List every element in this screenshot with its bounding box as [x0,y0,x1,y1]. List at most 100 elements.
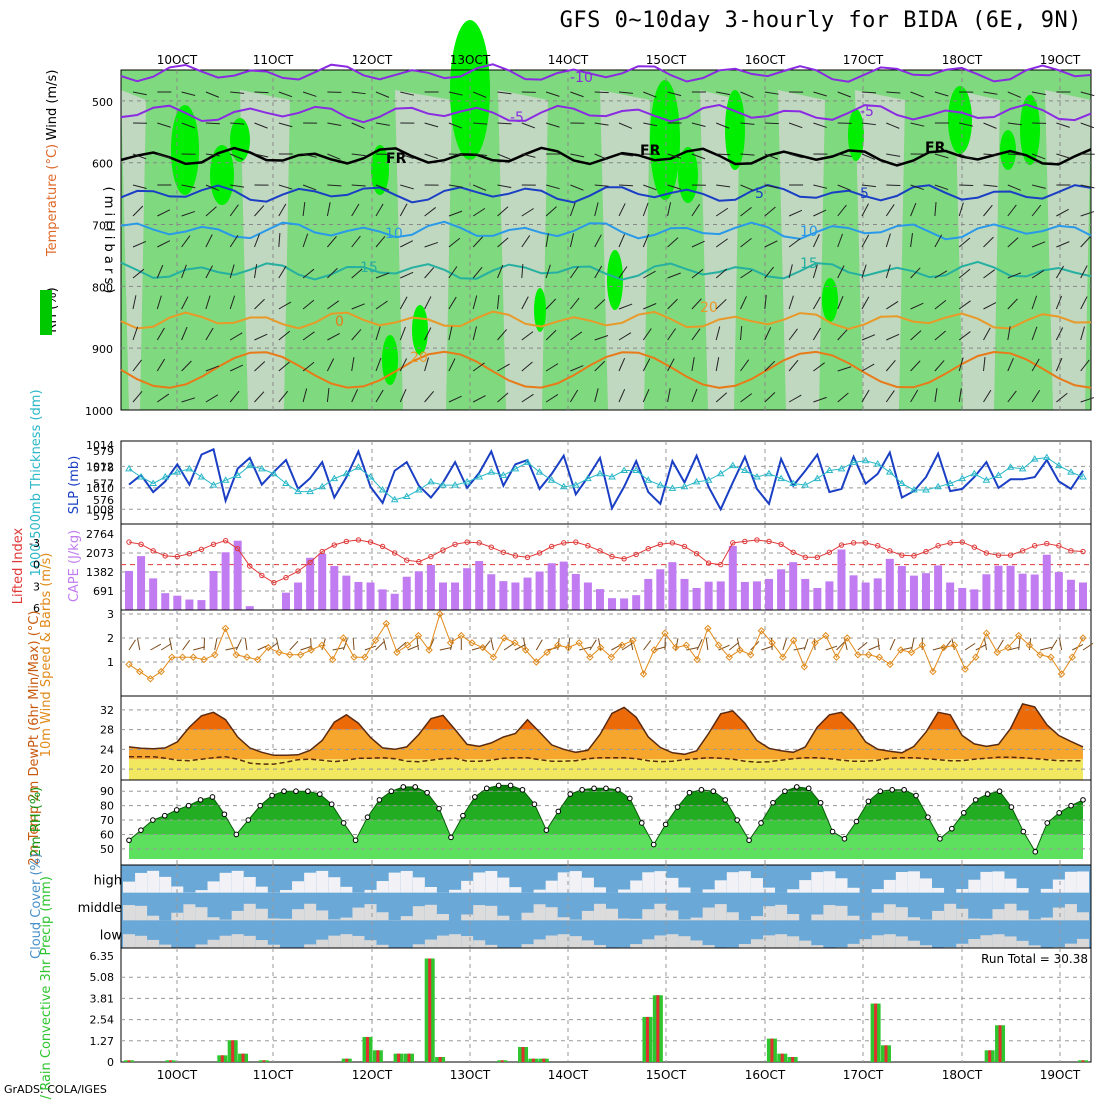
cape-bar [233,540,242,610]
wind-barb [545,206,557,217]
wind-barb [910,267,921,279]
li-point [440,547,446,553]
thickness-point [644,476,653,483]
thickness-point [245,461,254,469]
wind-barb [132,295,137,310]
cloud-middle-cell [135,905,148,921]
wind-speed-point [714,641,723,649]
cape-bar [149,578,158,610]
li-point [198,546,205,553]
wind-barb [473,91,487,98]
rh-point [173,807,180,813]
wind-speed-point [586,653,594,661]
wind-barb [594,91,609,94]
wind-barb [448,266,458,279]
wind-barb [594,234,602,248]
wind-speed-point [125,660,133,669]
wind-speed-point [736,646,744,654]
wind-barb [740,237,752,248]
wind-barb [327,122,342,126]
cape-bar [1042,554,1051,610]
wind-speed-point [725,653,733,661]
wind-speed-point [907,648,916,657]
wind-barb [1056,208,1069,217]
thickness-y-tick: 579 [93,445,114,458]
rh-point [567,791,574,797]
cloud-low-cell [485,944,498,948]
wind-barb [205,265,213,279]
thickness-point [499,471,508,478]
thickness-point [873,460,882,467]
wind-barb [205,365,220,372]
li-y-tick: 3 [33,580,40,593]
cloud-high-cell [461,880,474,893]
wind-barb [1032,91,1046,96]
cloud-middle-cell [944,903,957,921]
wind-barb [1031,204,1042,217]
rh-point [161,812,168,819]
cloud-middle-cell [835,905,848,921]
wind-barb-10m [1082,642,1094,651]
wind-barb [375,235,386,248]
wind-speed-point [779,653,787,661]
rh-point [400,784,407,790]
rh-point [412,784,419,790]
wind-barb [667,91,682,97]
thickness-point [318,482,327,490]
wind-barb-10m [877,638,880,651]
wind-speed-point [993,648,1001,657]
wind-barb [132,268,145,279]
rh-point [495,782,502,789]
precip-y-tick: 1.27 [90,1035,115,1048]
cloud-middle-cell [642,909,655,921]
cloud-high-cell [799,880,812,893]
li-point [416,558,422,565]
li-point [1019,548,1026,554]
x-tick-bottom: 16OCT [745,1068,786,1082]
wind-barb [667,184,682,190]
cloud-middle-cell [702,907,715,921]
temp-band-mild [129,759,1083,780]
cloud-low-cell [147,939,160,948]
rh-point [436,805,442,812]
wind-barb [910,360,921,372]
thickness-point [511,464,520,472]
li-point [766,538,772,545]
thickness-point [366,473,375,480]
wind-barb [740,326,743,341]
cape-bar [511,582,520,610]
cape-bar [825,581,834,610]
thickness-point [692,477,701,485]
cloud-middle-cell [654,903,667,921]
cloud-high-cell [159,876,172,893]
cloud-low-cell [135,935,148,948]
wind-barb [497,153,511,160]
cape-bar [487,574,496,610]
wind-barb [497,329,508,341]
wind-barb [570,184,584,191]
wind-barb [934,388,938,403]
wind-barb [351,184,366,187]
thickness-point [137,473,145,480]
cloud-low-cell [763,935,776,948]
wind-barb [1007,237,1019,248]
cape-bar [1006,565,1015,610]
rh-point [794,784,800,790]
cloud-middle-cell [618,918,631,921]
cloud-middle-cell [763,906,776,921]
wind-barb [837,295,844,310]
x-tick-bottom: 19OCT [1040,1068,1081,1082]
wind-barb [545,394,559,403]
cape-bar [813,588,822,610]
wind-barb [375,272,390,279]
wind-barb [132,205,144,217]
cloud-low-cell [581,940,594,948]
wind-speed-point [1025,641,1034,649]
wind-barb [399,326,406,341]
wind-barb [472,266,483,279]
thickness-point [584,474,592,482]
wind-speed-point [596,643,605,652]
cloud-middle-cell [424,904,437,921]
thickness-point [897,479,906,486]
precip-convective-bar [770,1038,774,1062]
